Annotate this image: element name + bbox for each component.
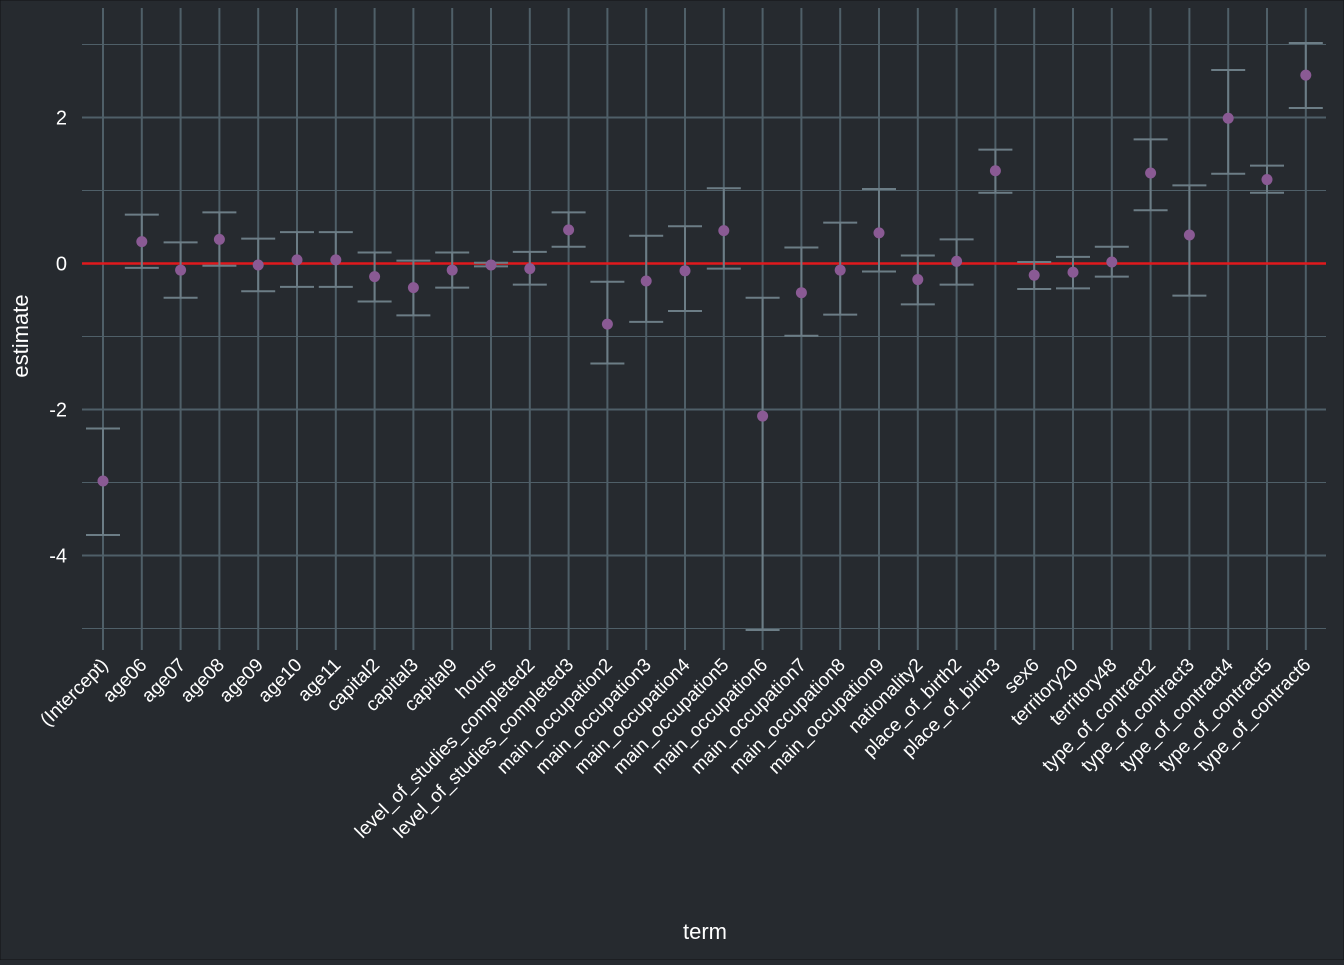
estimate-point — [330, 254, 342, 266]
estimate-point — [563, 224, 575, 236]
estimate-point — [795, 287, 807, 299]
estimate-point — [1106, 256, 1118, 268]
estimate-point — [369, 271, 381, 283]
estimate-point — [873, 227, 885, 239]
estimate-point — [213, 233, 225, 245]
errorbar — [745, 296, 780, 631]
y-tick-label: 0 — [56, 254, 67, 276]
estimate-point — [834, 264, 846, 276]
estimate-point — [1183, 229, 1195, 241]
estimate-point — [640, 275, 652, 287]
estimate-point — [407, 282, 419, 294]
estimate-point — [1261, 174, 1273, 186]
estimate-point — [1222, 112, 1234, 124]
estimate-point — [524, 263, 536, 275]
estimate-point — [175, 264, 187, 276]
estimate-point — [136, 236, 148, 248]
estimate-point — [1300, 69, 1312, 81]
grid-lines — [82, 8, 1326, 650]
estimate-points — [97, 69, 1312, 487]
estimate-point — [291, 254, 303, 266]
y-tick-label: 2 — [56, 108, 67, 130]
y-tick-label: -4 — [49, 546, 67, 568]
estimate-point — [1067, 266, 1079, 278]
estimate-point — [718, 225, 730, 237]
estimate-point — [989, 165, 1001, 177]
estimate-point — [97, 475, 109, 487]
y-axis-title: estimate — [8, 294, 33, 377]
estimate-point — [446, 264, 458, 276]
estimate-point — [951, 255, 963, 267]
estimate-point — [912, 274, 924, 286]
estimate-point — [1028, 269, 1040, 281]
estimate-point — [757, 410, 769, 422]
x-axis-title: term — [683, 919, 727, 944]
estimate-point — [485, 259, 497, 271]
estimate-point — [679, 265, 691, 277]
estimate-point — [601, 318, 613, 330]
y-tick-label: -2 — [49, 400, 67, 422]
y-axis-tick-labels: -4 -2 0 2 — [49, 108, 67, 568]
estimate-point — [1145, 167, 1157, 179]
estimate-point — [252, 259, 264, 271]
